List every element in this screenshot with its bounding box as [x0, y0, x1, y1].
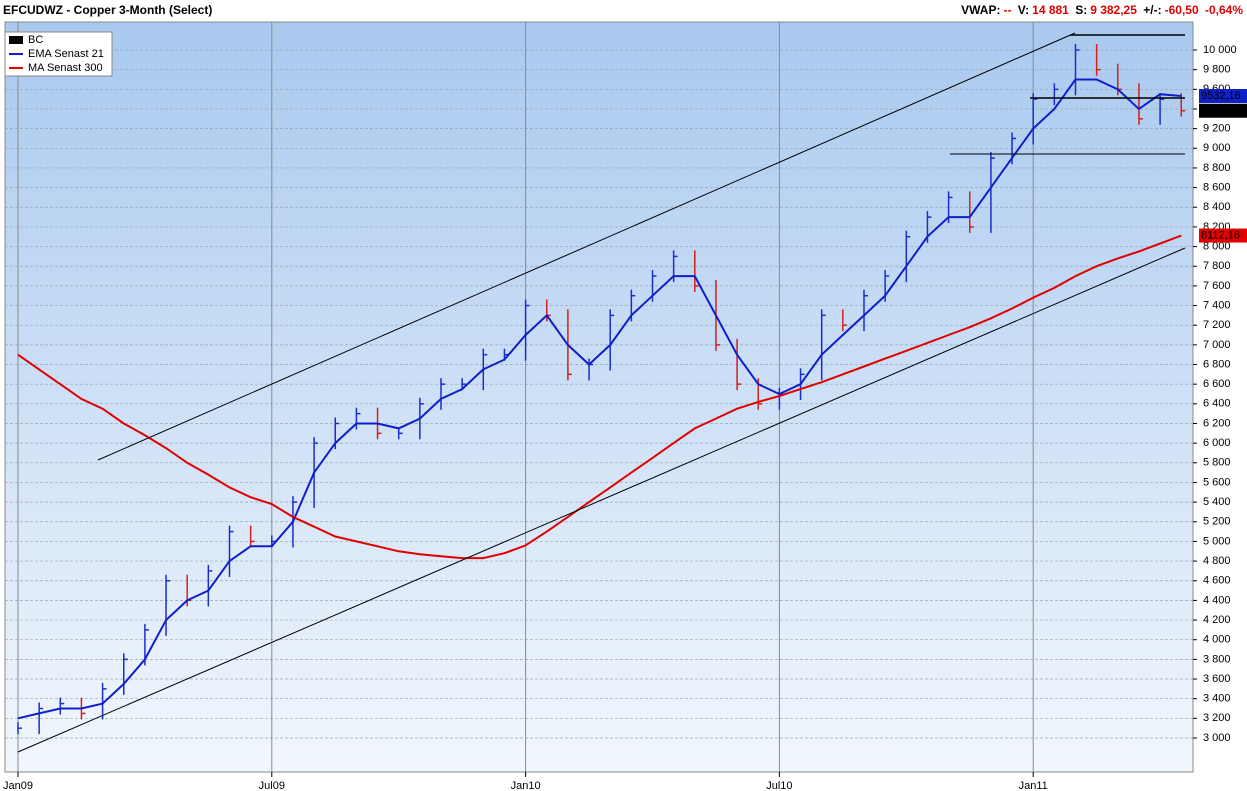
last-value-label: 9382,25: [1201, 105, 1241, 117]
trend-line: [17, 247, 1186, 753]
y-tick-label: 7 600: [1203, 280, 1231, 292]
header: EFCUDWZ - Copper 3-Month (Select) VWAP: -…: [0, 0, 1247, 20]
series-line: [17, 78, 1182, 720]
y-tick-label: 8 800: [1203, 162, 1231, 174]
last-value-label: 8112,16: [1201, 229, 1240, 241]
price-bar: [524, 299, 530, 361]
x-tick-label: Jul09: [259, 780, 285, 791]
price-bar: [1053, 83, 1059, 106]
series-line: [17, 234, 1182, 560]
legend-label: EMA Senast 21: [28, 48, 104, 60]
grid: [5, 22, 1193, 772]
y-tick-label: 3 200: [1203, 712, 1231, 724]
y-tick-label: 4 800: [1203, 555, 1231, 567]
price-bar: [1095, 44, 1101, 76]
y-tick-label: 3 400: [1203, 693, 1231, 705]
x-tick-label: Jan11: [1019, 780, 1048, 791]
y-tick-label: 4 000: [1203, 634, 1231, 646]
y-tick-label: 10 000: [1203, 44, 1237, 56]
x-tick-label: Jul10: [766, 780, 792, 791]
stat-label: VWAP:: [961, 3, 1001, 17]
y-tick-label: 3 800: [1203, 653, 1231, 665]
last-value-box: [1199, 103, 1247, 118]
drawings: [17, 32, 1186, 753]
y-tick-label: 6 400: [1203, 398, 1231, 410]
stat-value: --: [1003, 3, 1012, 17]
y-tick-label: 3 600: [1203, 673, 1231, 685]
last-value-label: 9532,16: [1201, 90, 1241, 102]
legend-label: BC: [28, 34, 43, 46]
price-bar: [863, 289, 868, 332]
price-bar: [207, 564, 213, 607]
price-bar: [1180, 93, 1186, 117]
y-tick-label: 9 800: [1203, 64, 1231, 76]
price-bar: [842, 309, 847, 332]
price-bar: [165, 574, 171, 636]
legend: BC EMA Senast 21 MA Senast 300: [4, 31, 113, 77]
last-value-box: [1199, 88, 1247, 103]
price-bar: [249, 525, 255, 548]
price-bar: [905, 230, 911, 283]
stat-value: -0,64%: [1204, 3, 1243, 17]
marks: [17, 44, 1186, 735]
price-bar: [228, 525, 234, 577]
x-tick-label: Jan09: [3, 780, 33, 791]
price-bar: [17, 722, 22, 735]
price-bar: [59, 697, 65, 715]
price-bar: [123, 653, 128, 695]
price-bar: [355, 407, 361, 430]
price-bar: [694, 250, 699, 292]
price-bar: [969, 191, 974, 233]
y-tick-label: 4 400: [1203, 594, 1231, 606]
x-tick-label: Jan10: [511, 780, 541, 791]
axes: 3 000 3 200 3 400 3 600 3 800 4 000 4 200 4 400…: [3, 44, 1247, 791]
y-tick-label: 6 800: [1203, 358, 1231, 370]
last-value-box: [1199, 228, 1247, 243]
price-bar: [1138, 83, 1143, 125]
y-tick-label: 7 800: [1203, 260, 1231, 272]
y-tick-label: 7 400: [1203, 299, 1231, 311]
stat-label: +/-:: [1143, 3, 1162, 17]
price-bar: [440, 378, 445, 410]
legend-swatch: [9, 36, 23, 44]
y-tick-label: 8 000: [1203, 240, 1231, 252]
y-tick-label: 6 000: [1203, 437, 1231, 449]
y-tick-label: 5 200: [1203, 516, 1231, 528]
y-tick-label: 4 600: [1203, 575, 1231, 587]
y-tick-label: 4 200: [1203, 614, 1231, 626]
y-tick-label: 5 400: [1203, 496, 1231, 508]
price-bar: [1074, 44, 1080, 96]
plot-area: [4, 21, 1194, 773]
stat-label: V:: [1017, 3, 1030, 17]
y-tick-label: 8 600: [1203, 182, 1231, 194]
price-bar: [101, 682, 107, 720]
stat-value: 14 881: [1032, 3, 1069, 17]
trend-line: [97, 32, 1076, 461]
y-tick-label: 5 600: [1203, 476, 1231, 488]
y-tick-label: 7 000: [1203, 339, 1231, 351]
y-tick-label: 9 000: [1203, 142, 1231, 154]
stat-label: S:: [1075, 3, 1088, 17]
y-tick-label: 5 000: [1203, 535, 1231, 547]
price-bar: [820, 309, 826, 381]
price-bar: [609, 309, 615, 371]
legend-label: MA Senast 300: [28, 62, 103, 74]
title: EFCUDWZ - Copper 3-Month (Select): [3, 3, 213, 17]
y-tick-label: 6 600: [1203, 378, 1231, 390]
stats: VWAP: -- V: 14 881 S: 9 382,25 +/-: -60,50 -…: [958, 3, 1243, 17]
stat-value: 9 382,25: [1090, 3, 1137, 17]
price-bar: [1032, 93, 1038, 145]
price-bar: [990, 152, 995, 233]
y-tick-label: 8 400: [1203, 201, 1231, 213]
y-tick-label: 5 800: [1203, 457, 1231, 469]
price-bar: [736, 338, 742, 391]
y-tick-label: 3 000: [1203, 732, 1231, 744]
y-tick-label: 9 200: [1203, 123, 1231, 135]
y-tick-label: 7 200: [1203, 319, 1231, 331]
stat-value: -60,50: [1164, 3, 1199, 17]
y-tick-label: 6 200: [1203, 417, 1231, 429]
price-bar: [38, 702, 44, 735]
